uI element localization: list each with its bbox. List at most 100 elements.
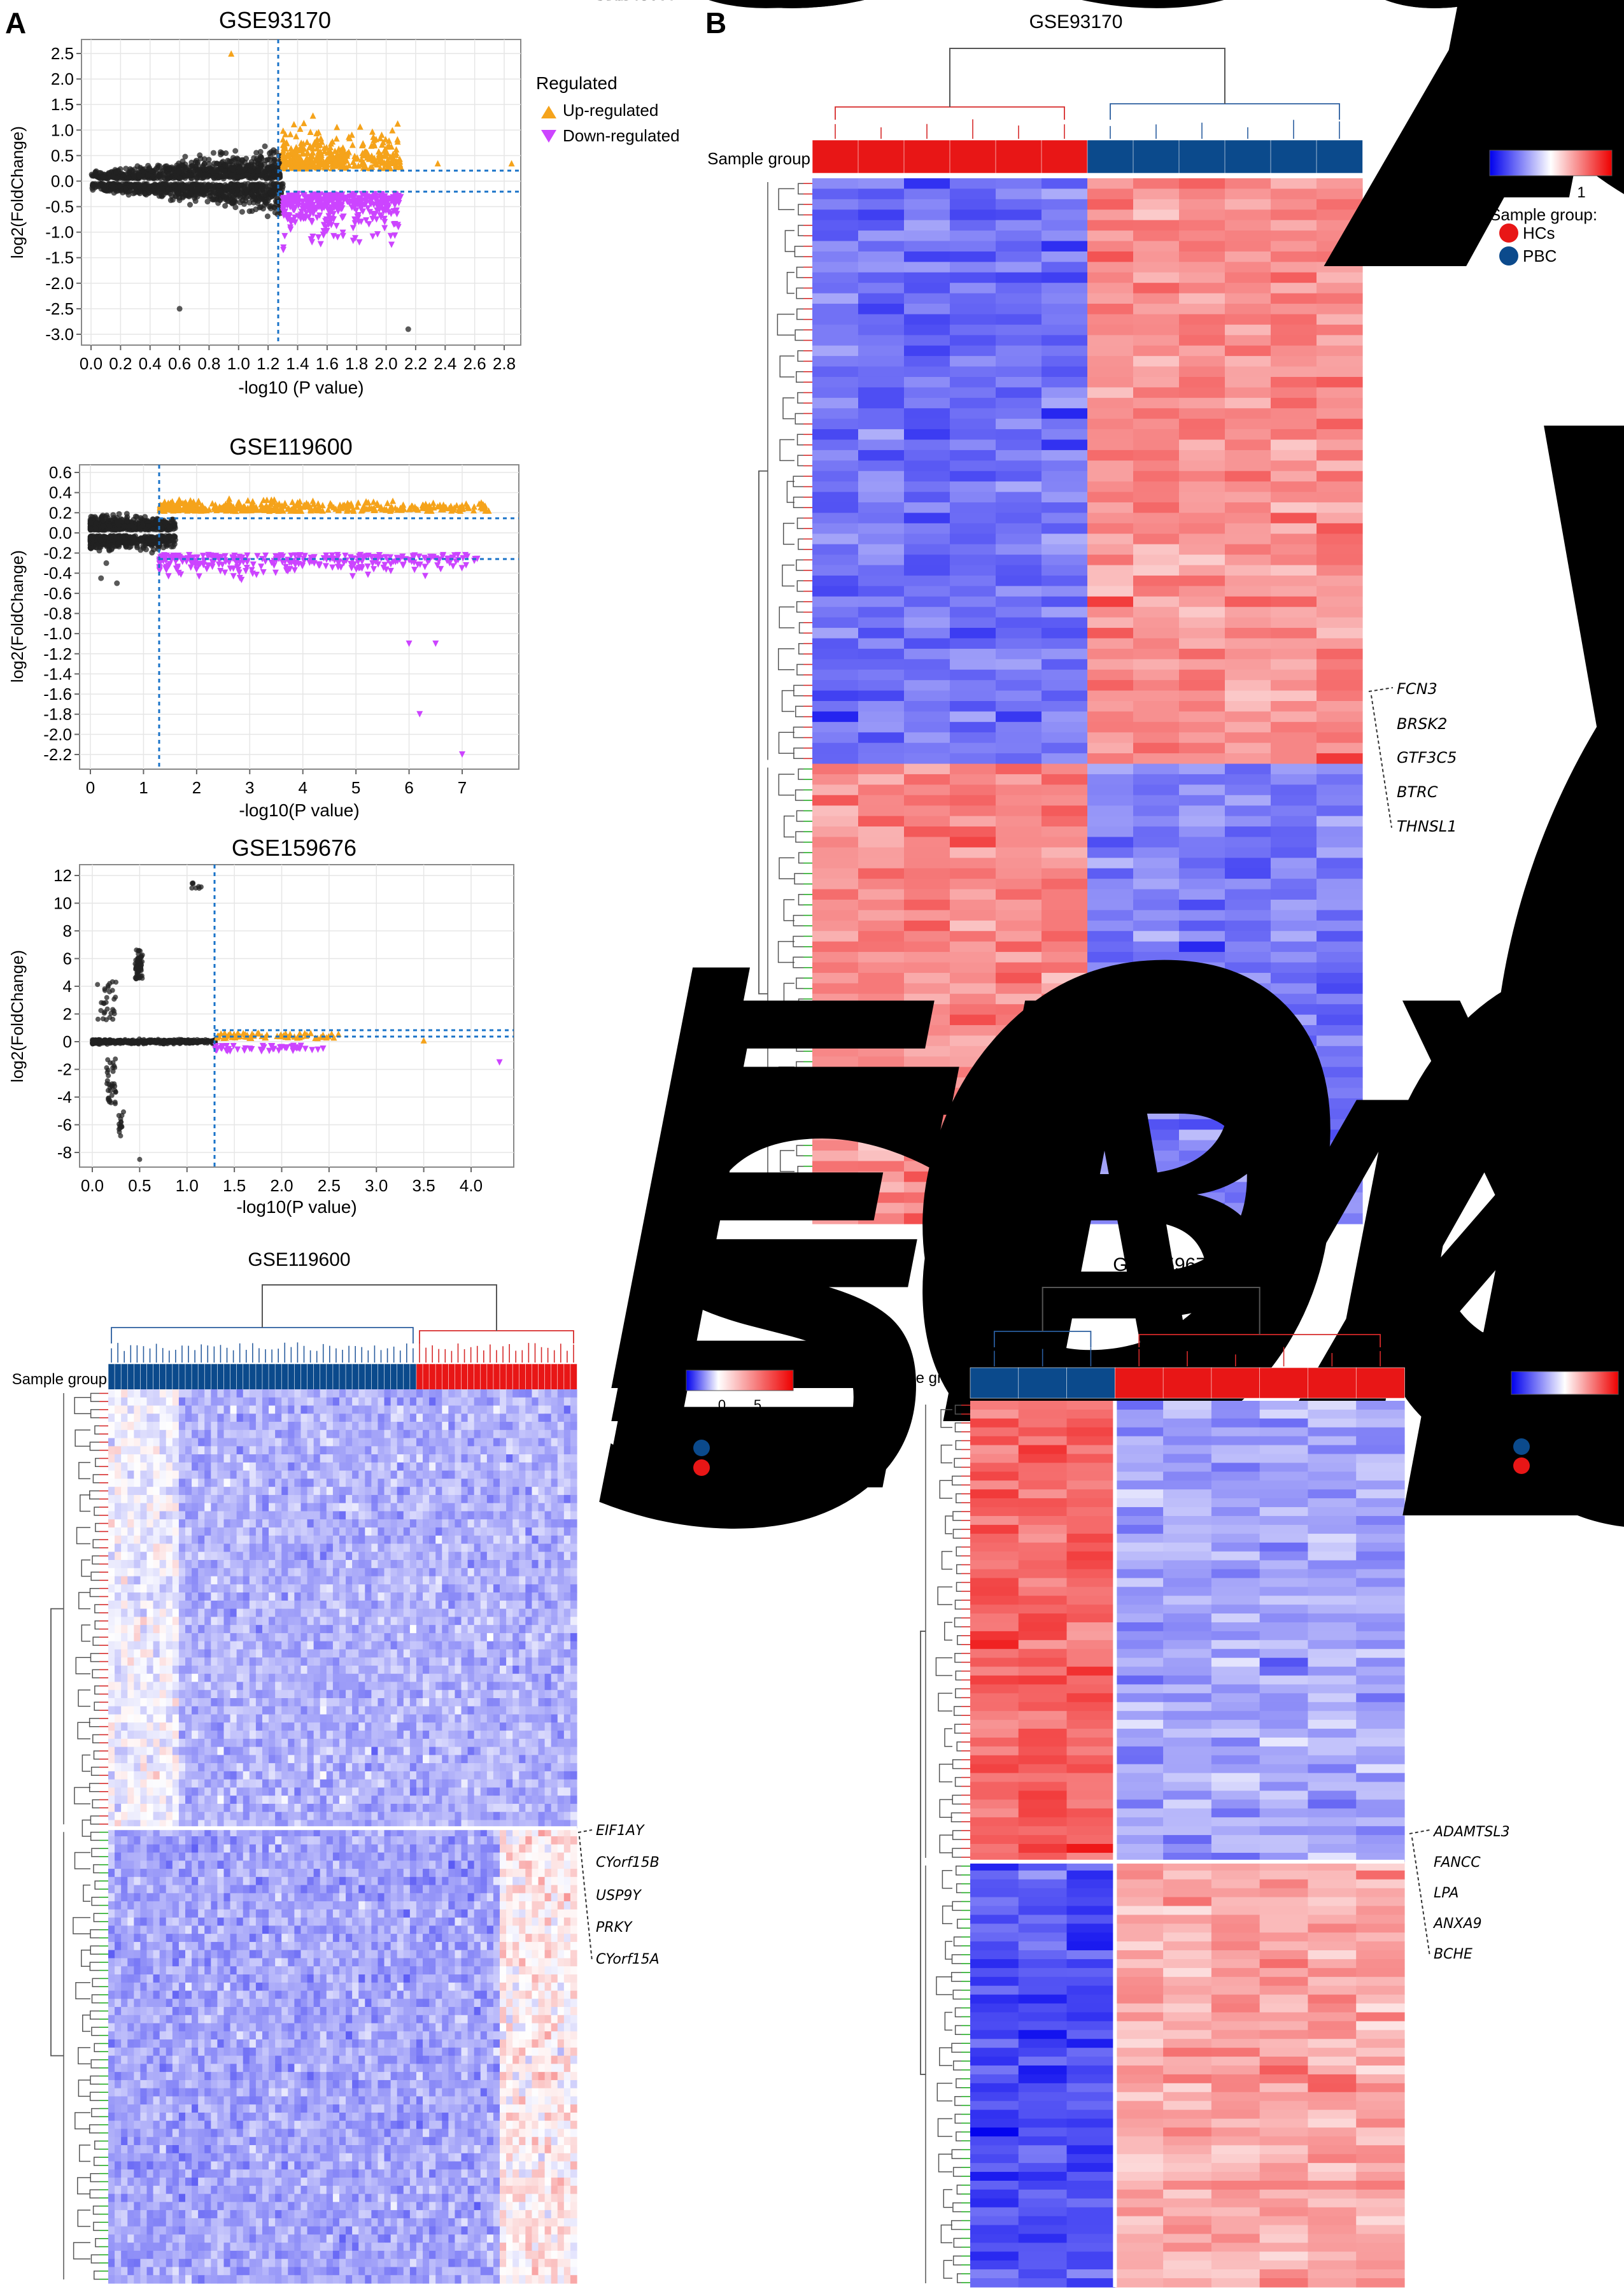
x-tick-label: 7	[458, 778, 467, 797]
data-point	[104, 995, 109, 1000]
data-point	[239, 209, 245, 215]
x-tick-label: 1.0	[227, 354, 250, 373]
data-point	[114, 580, 120, 586]
data-point	[175, 191, 181, 197]
data-point	[95, 982, 101, 988]
data-point	[166, 166, 172, 172]
data-point	[236, 174, 241, 180]
data-point	[110, 1007, 116, 1012]
data-point	[187, 1039, 192, 1045]
data-point	[126, 523, 132, 530]
x-tick-label: 0.8	[197, 354, 220, 373]
x-tick-label: 0	[86, 778, 95, 797]
data-point	[218, 174, 224, 180]
data-point	[106, 548, 113, 554]
data-point	[248, 190, 255, 197]
y-tick-label: -1.6	[43, 684, 72, 704]
data-point	[131, 190, 136, 197]
data-point	[174, 162, 180, 169]
data-point	[237, 168, 243, 174]
data-point	[102, 534, 108, 540]
data-point	[133, 964, 139, 970]
volcano3-plot-area	[79, 864, 514, 1168]
y-tick-label: -4	[57, 1088, 72, 1107]
x-tick-label: 0.2	[109, 354, 132, 373]
data-point	[226, 158, 232, 164]
y-tick-label: -6	[57, 1116, 72, 1135]
x-tick-label: 2.6	[463, 354, 486, 373]
volcano1-y-label: log2(FoldChange)	[8, 126, 27, 259]
y-tick-label: 0.0	[51, 171, 74, 190]
panel-label-a: A	[5, 6, 26, 39]
x-tick-label: 1.4	[286, 354, 309, 373]
data-point	[257, 204, 263, 211]
data-point	[88, 545, 94, 551]
data-point	[214, 167, 220, 174]
data-point	[170, 543, 176, 549]
data-point	[104, 1078, 110, 1084]
x-tick-label: 0.6	[168, 354, 191, 373]
x-tick-label: 1.0	[176, 1176, 199, 1195]
x-tick-label: 5	[351, 778, 360, 797]
data-point	[107, 989, 112, 995]
data-point	[129, 1039, 134, 1044]
data-point	[101, 1000, 106, 1006]
data-point	[262, 181, 269, 188]
data-point	[237, 199, 243, 206]
data-point	[201, 185, 207, 191]
data-point	[258, 161, 264, 167]
data-point	[155, 162, 161, 169]
data-point	[116, 511, 122, 517]
data-point	[203, 172, 209, 178]
data-point	[106, 1095, 111, 1101]
data-point	[92, 1038, 98, 1044]
x-tick-label: 2.0	[270, 1176, 293, 1195]
y-tick-label: -1.0	[45, 223, 74, 242]
data-point	[206, 194, 213, 199]
data-point	[106, 170, 112, 176]
data-point	[148, 167, 155, 174]
data-point	[244, 172, 250, 178]
data-point	[232, 148, 239, 154]
data-point	[264, 213, 271, 220]
x-tick-label: 1.6	[316, 354, 339, 373]
data-point	[107, 981, 113, 986]
y-tick-label: -8	[57, 1143, 72, 1162]
y-tick-label: 8	[63, 921, 72, 940]
data-point	[121, 172, 127, 178]
data-point	[134, 163, 141, 169]
data-point	[267, 203, 274, 209]
heatmap1-sample-group-bar	[812, 139, 1363, 174]
data-point	[100, 174, 106, 181]
group-hcs-cell	[1041, 139, 1088, 174]
data-point	[138, 537, 145, 543]
data-point	[218, 152, 224, 158]
data-point	[97, 181, 104, 187]
data-point	[105, 1088, 111, 1093]
data-point	[267, 150, 272, 157]
y-tick-label: -1.0	[43, 624, 72, 643]
y-tick-label: 10	[53, 894, 72, 913]
data-point	[136, 173, 143, 179]
data-point	[117, 539, 123, 545]
data-point	[138, 515, 144, 521]
data-point	[131, 173, 137, 179]
y-tick-label: 0.5	[51, 146, 74, 165]
x-tick-label: 2.0	[374, 354, 397, 373]
data-point	[150, 1039, 155, 1045]
y-tick-label: 2.5	[51, 44, 74, 63]
data-point	[202, 1040, 208, 1045]
data-point	[161, 1039, 167, 1045]
y-tick-label: 2.0	[51, 69, 74, 89]
data-point	[112, 1065, 118, 1070]
heatmap1-sample-group-label: Sample group	[707, 149, 810, 168]
data-point	[98, 1039, 104, 1045]
data-point	[143, 1038, 148, 1044]
data-point	[182, 153, 188, 160]
data-point	[150, 526, 157, 532]
data-point	[165, 187, 171, 193]
data-point	[209, 168, 215, 174]
data-point	[222, 162, 228, 169]
group-hcs-cell	[812, 139, 859, 174]
